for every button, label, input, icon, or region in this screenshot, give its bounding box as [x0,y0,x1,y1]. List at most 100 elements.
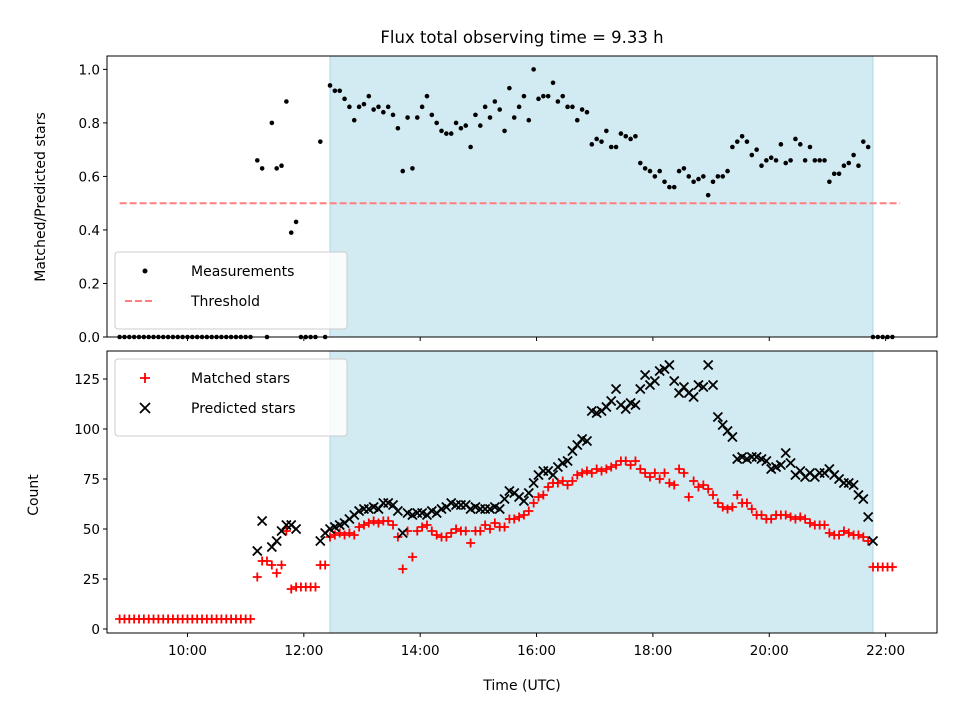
data-point [867,535,879,547]
data-point [340,530,350,540]
data-point [562,455,573,467]
data-point [563,480,573,490]
data-point [558,476,568,486]
data-point [543,482,553,492]
data-point [778,142,784,147]
data-point [834,530,844,540]
data-point [669,480,679,490]
data-point [621,456,631,466]
data-point [422,520,432,530]
x-tick-label: 14:00 [401,643,440,659]
data-point [332,88,338,94]
data-point [272,568,282,578]
data-point [293,219,299,225]
data-point [392,505,404,517]
data-point [657,168,662,174]
data-point [417,522,427,532]
data-point [606,462,616,472]
legend-marker [139,402,151,414]
data-point [541,93,546,99]
data-point [577,468,587,478]
data-point [509,514,519,524]
data-point [252,572,262,582]
data-point [856,163,861,169]
data-point [494,503,505,515]
data-point [705,192,711,198]
plot-frame [106,350,938,634]
x-tick-label: 16:00 [517,643,556,659]
data-point [817,158,822,163]
legend-marker [140,373,150,383]
data-point [802,158,808,163]
data-point [723,504,733,514]
data-point [446,528,456,538]
data-point [679,468,689,478]
data-point [271,535,282,547]
data-point [606,395,617,407]
data-point [388,520,398,530]
legend-box [114,358,348,437]
data-point [478,123,483,128]
data-point [284,99,289,104]
data-point [664,359,675,371]
data-point [376,104,381,110]
data-point [693,482,703,492]
data-point [640,369,651,381]
data-point [572,470,582,480]
data-point [502,128,507,134]
data-point [701,174,706,179]
data-point [458,125,464,131]
data-point [397,527,408,539]
data-point [529,498,539,508]
data-point [597,466,607,476]
data-point [553,478,563,488]
data-point [373,518,383,528]
bottom-panel: 0 25 50 75 100 125 10:00 12:00 14:00 16:00 18:00 20… [74,350,938,659]
data-point [550,80,556,86]
data-point [781,510,791,520]
data-point [547,469,559,481]
data-point [485,524,495,534]
data-point [841,163,847,169]
data-point [786,512,796,522]
x-tick-label: 10:00 [168,643,207,659]
series-matched-stars [115,456,897,624]
data-point [574,117,580,123]
data-point [427,526,437,536]
data-point [635,464,645,474]
data-point [584,109,590,115]
data-point [623,133,629,139]
data-point [257,515,268,527]
data-point [863,536,873,546]
data-point [274,166,279,171]
data-point [286,584,296,594]
top-y-axis-label: Matched/Predicted stars [33,112,49,282]
data-point [807,144,813,150]
legend-label: Threshold [190,294,260,310]
data-point [642,166,648,171]
data-point [839,526,849,536]
data-point [267,560,277,570]
data-point [698,480,708,490]
data-point [797,142,803,147]
data-point [805,518,815,528]
y-tick-label: 100 [74,422,100,438]
data-point [434,120,439,126]
data-point [649,375,660,387]
data-point [790,514,800,524]
data-point [526,117,532,123]
data-point [337,88,343,94]
data-point [887,562,897,572]
data-point [482,104,488,110]
x-tick-label: 20:00 [750,643,789,659]
data-point [354,522,364,532]
data-point [279,163,284,169]
data-point [381,109,386,115]
data-point [555,99,561,104]
data-point [780,447,791,459]
data-point [400,168,406,174]
data-point [565,104,570,110]
data-point [451,524,461,534]
data-point [715,174,721,179]
